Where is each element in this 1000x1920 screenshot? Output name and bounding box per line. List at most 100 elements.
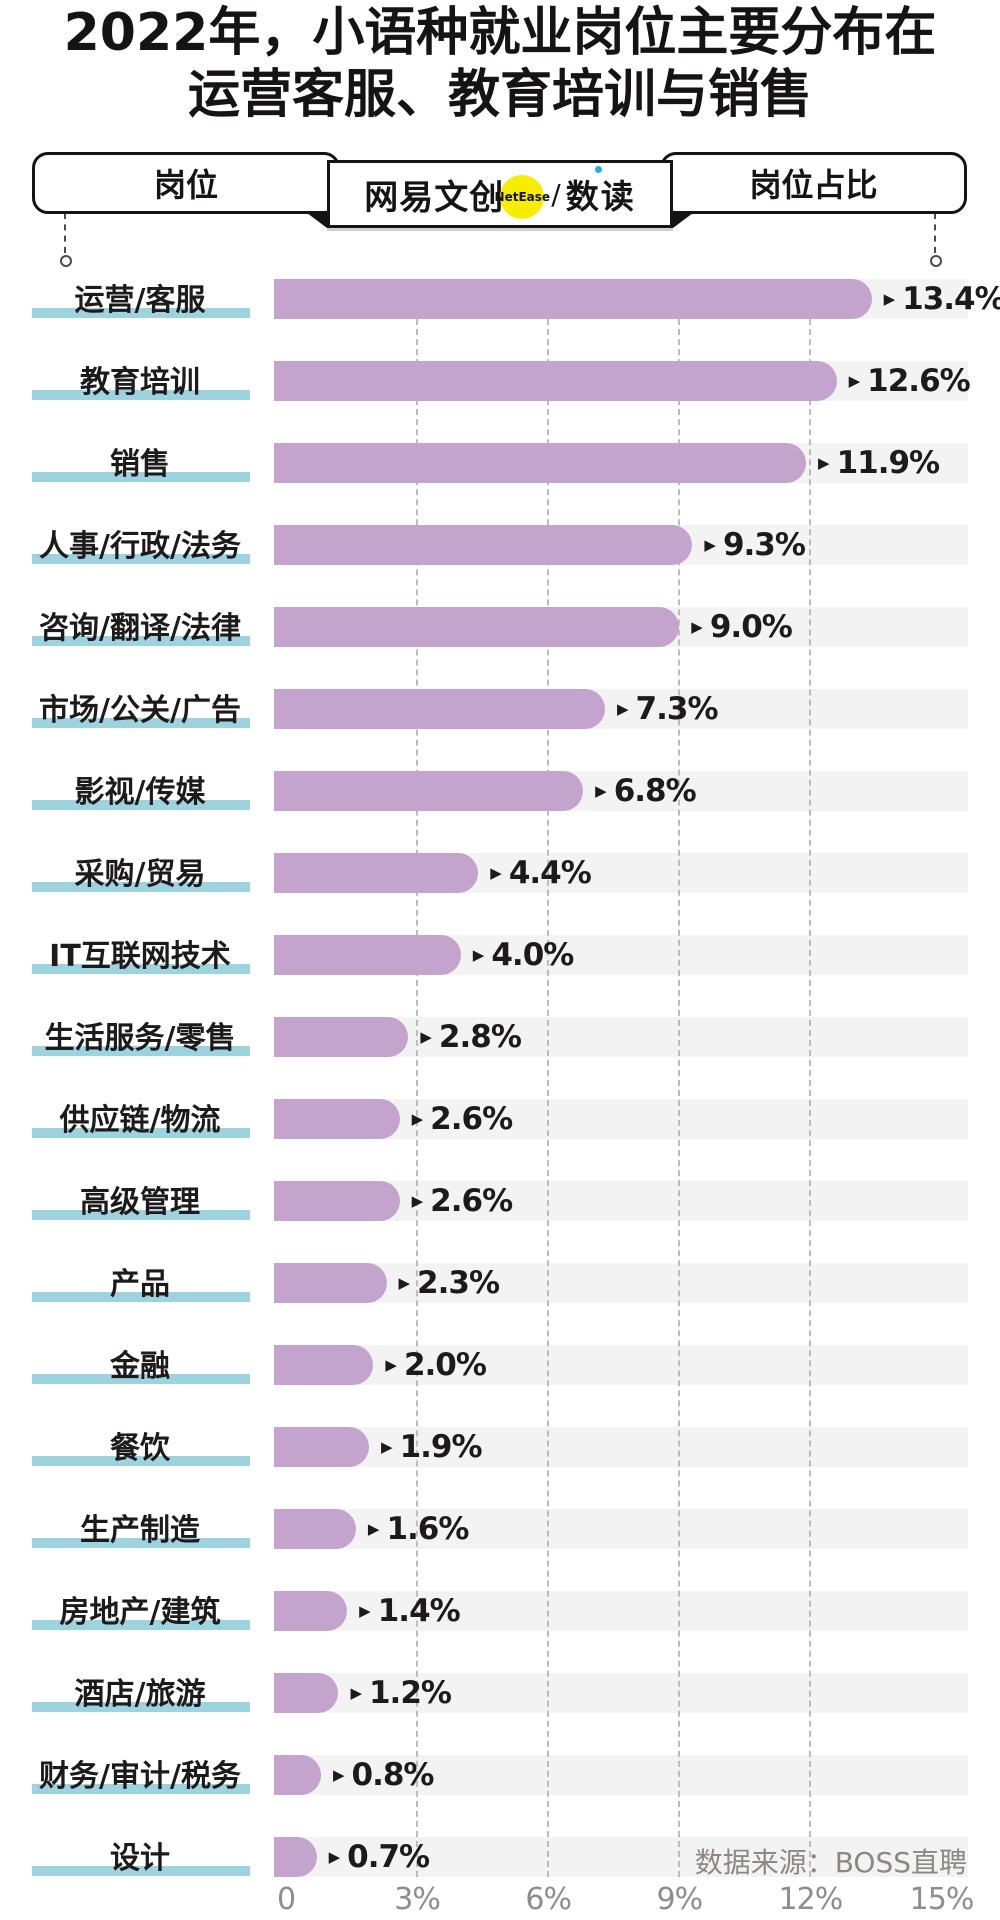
- value-marker-icon: ▶: [381, 1438, 393, 1456]
- value-marker-icon: ▶: [704, 536, 716, 554]
- bar-track: [274, 1345, 968, 1385]
- netease-badge-icon: NetEase: [495, 175, 550, 219]
- category-label: 酒店/旅游: [74, 1677, 206, 1712]
- brand-logo: 网易文创 NetEase / 数读: [364, 166, 636, 219]
- bar-track: [274, 1755, 968, 1795]
- category-label: 产品: [110, 1267, 170, 1302]
- value-marker-icon: ▶: [398, 1274, 411, 1292]
- category-label: 咨询/翻译/法律: [39, 611, 241, 646]
- gridline: [678, 279, 681, 1877]
- value-marker-icon: ▶: [691, 618, 703, 636]
- bar-value: ▶ 2.8%: [420, 1017, 522, 1057]
- bar-fill: [274, 1099, 400, 1139]
- label-underline: [32, 1538, 250, 1548]
- value-marker-icon: ▶: [328, 1848, 341, 1866]
- category-label: 房地产/建筑: [59, 1595, 221, 1630]
- bar-value: ▶ 2.0%: [385, 1345, 487, 1385]
- bar-fill: [274, 1509, 356, 1549]
- category-label: 生产制造: [80, 1513, 200, 1548]
- page-title-line2: 运营客服、教育培训与销售: [187, 65, 812, 125]
- header-right-box: 岗位占比: [660, 152, 967, 214]
- value-marker-icon: ▶: [350, 1684, 362, 1702]
- bar-fill: [274, 279, 872, 319]
- bar-value: ▶ 2.3%: [398, 1263, 501, 1303]
- value-label: 0.8%: [351, 1757, 435, 1793]
- category-label: 采购/贸易: [74, 857, 206, 892]
- drop-circle-right-icon: [930, 255, 942, 267]
- label-underline: [32, 1374, 250, 1384]
- bar-fill: [274, 361, 837, 401]
- category-label: 市场/公关/广告: [39, 693, 241, 728]
- bar-fill: [274, 1673, 339, 1713]
- bar-value: ▶ 1.4%: [359, 1591, 461, 1631]
- value-marker-icon: ▶: [848, 372, 861, 390]
- value-label: 1.6%: [386, 1511, 469, 1547]
- bar-value: ▶ 6.8%: [595, 771, 697, 811]
- bar-value: ▶ 2.6%: [411, 1181, 514, 1221]
- bar-value: ▶ 2.6%: [412, 1099, 514, 1139]
- category-label: 影视/传媒: [74, 775, 206, 810]
- bar-track: [274, 1591, 968, 1631]
- bar-fill: [274, 853, 479, 893]
- value-label: 1.9%: [399, 1429, 483, 1465]
- value-label: 9.3%: [722, 527, 806, 563]
- value-label: 4.0%: [491, 937, 574, 973]
- value-label: 2.8%: [438, 1019, 522, 1055]
- label-underline: [32, 472, 250, 482]
- value-marker-icon: ▶: [472, 946, 485, 964]
- label-underline: [32, 1620, 250, 1630]
- bar-value: ▶ 1.9%: [381, 1427, 483, 1467]
- bar-value: ▶ 9.3%: [704, 525, 806, 565]
- label-underline: [32, 554, 250, 564]
- bar-fill: [274, 1263, 387, 1303]
- bar-fill: [274, 1591, 348, 1631]
- logo-divider: /: [551, 177, 561, 211]
- bar-fill: [274, 689, 605, 729]
- category-label: IT互联网技术: [49, 939, 231, 974]
- bar-value: ▶ 0.8%: [333, 1755, 435, 1795]
- drop-line-left: [64, 213, 66, 253]
- gridline: [809, 279, 812, 1877]
- value-label: 9.0%: [709, 609, 793, 645]
- gridline: [547, 279, 550, 1877]
- axis-tick-label: 3%: [394, 1882, 441, 1917]
- category-label: 设计: [110, 1841, 170, 1876]
- header-left-label: 岗位: [153, 166, 218, 204]
- value-label: 2.6%: [430, 1183, 513, 1219]
- blue-dot-icon: [594, 166, 602, 173]
- drop-circle-left-icon: [60, 255, 72, 267]
- value-label: 2.3%: [417, 1265, 500, 1301]
- value-marker-icon: ▶: [490, 864, 502, 882]
- category-label: 供应链/物流: [59, 1103, 221, 1138]
- value-marker-icon: ▶: [385, 1356, 397, 1374]
- bar-value: ▶ 1.2%: [350, 1673, 452, 1713]
- page-title: 2022年，小语种就业岗位主要分布在 运营客服、教育培训与销售: [0, 2, 1000, 126]
- label-underline: [32, 636, 250, 646]
- value-marker-icon: ▶: [420, 1028, 432, 1046]
- label-underline: [32, 390, 250, 400]
- label-underline: [32, 1292, 250, 1302]
- value-marker-icon: ▶: [411, 1192, 424, 1210]
- bar-value: ▶ 13.4%: [884, 279, 1000, 319]
- category-label: 教育培训: [80, 365, 200, 400]
- value-marker-icon: ▶: [595, 782, 607, 800]
- product-name-label: 数读: [565, 177, 636, 216]
- header-left-box: 岗位: [32, 152, 340, 214]
- label-underline: [32, 1784, 250, 1794]
- label-underline: [32, 1702, 250, 1712]
- category-label: 销售: [110, 447, 170, 482]
- label-underline: [32, 308, 250, 318]
- bar-fill: [274, 1017, 409, 1057]
- value-label: 2.6%: [430, 1101, 513, 1137]
- bar-fill: [274, 1837, 317, 1877]
- axis-tick-label: 6%: [525, 1882, 572, 1917]
- label-underline: [32, 882, 250, 892]
- value-marker-icon: ▶: [367, 1520, 380, 1538]
- bar-fill: [274, 1427, 370, 1467]
- value-label: 7.3%: [635, 691, 719, 727]
- value-marker-icon: ▶: [883, 290, 896, 308]
- value-label: 12.6%: [867, 363, 971, 399]
- drop-line-right: [934, 213, 936, 253]
- source-note: 数据来源：BOSS直聘: [694, 1846, 967, 1879]
